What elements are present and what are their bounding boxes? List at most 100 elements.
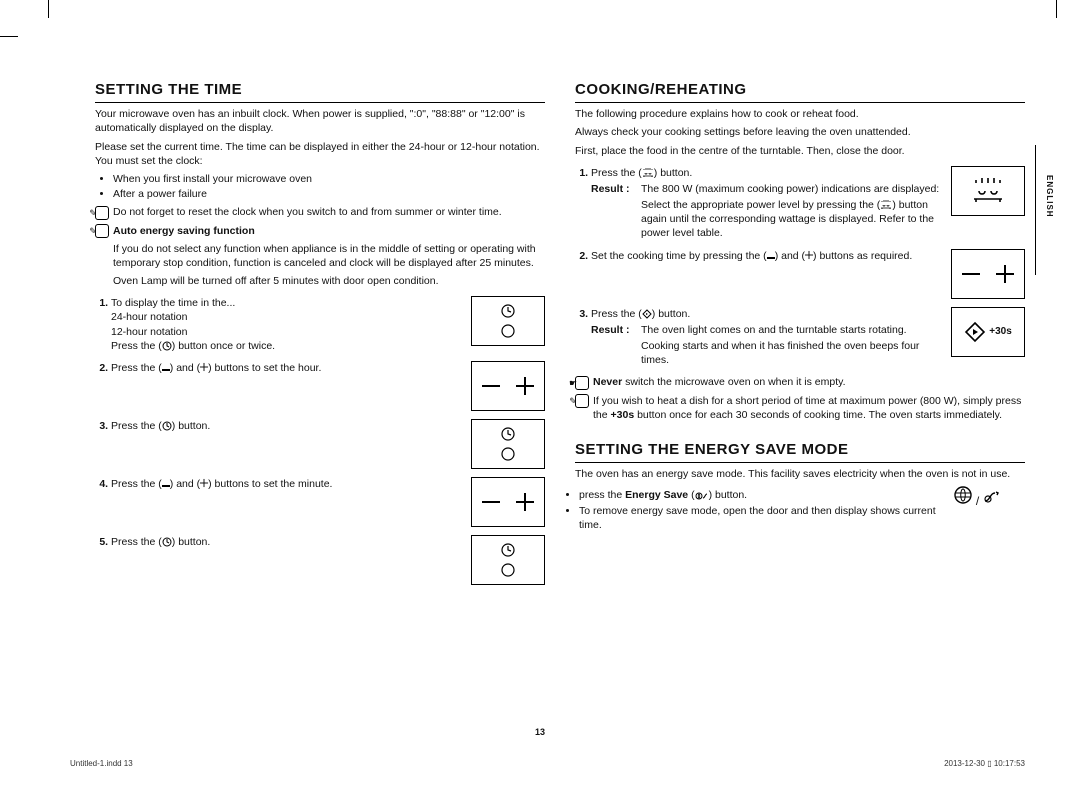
step-item: To display the time in the... 24-hour no…	[111, 294, 545, 353]
minus-icon	[767, 257, 775, 259]
warning-icon: ☛	[575, 376, 589, 390]
plus-icon	[996, 265, 1014, 283]
energy-save-icon	[982, 489, 1004, 505]
intro-text: The following procedure explains how to …	[575, 107, 1025, 121]
note-text: Do not forget to reset the clock when yo…	[113, 206, 502, 218]
minus-icon	[482, 385, 500, 387]
minus-icon	[162, 369, 170, 371]
start-icon	[642, 309, 652, 319]
plus-icon	[200, 363, 208, 371]
auto-body: If you do not select any function when a…	[95, 242, 545, 270]
footer-left: Untitled-1.indd 13	[70, 759, 133, 768]
clock-icon	[162, 537, 172, 547]
cropmark	[1056, 0, 1057, 18]
circle-icon	[500, 446, 516, 462]
button-illustration: +30s	[951, 307, 1025, 357]
cropmark	[48, 0, 49, 18]
right-column: COOKING/REHEATING The following procedur…	[575, 80, 1025, 722]
warning-note: ☛Never switch the microwave oven on when…	[575, 375, 1025, 389]
language-tab: ENGLISH	[1045, 175, 1054, 218]
step-text: Set the cooking time by pressing the () …	[591, 249, 951, 263]
manual-page: ENGLISH SETTING THE TIME Your microwave …	[0, 0, 1080, 792]
result-label: Result :	[591, 323, 641, 337]
list-item: press the Energy Save () button.	[579, 488, 943, 502]
footer: Untitled-1.indd 13 2013-12-30 ▯ 10:17:53	[70, 759, 1025, 768]
microwave-icon	[642, 168, 654, 178]
list-item: To remove energy save mode, open the doo…	[579, 504, 943, 532]
button-illustration	[471, 361, 545, 411]
minus-icon	[962, 273, 980, 275]
note-icon: ✎	[95, 224, 109, 238]
clock-icon	[162, 421, 172, 431]
page-number: 13	[0, 727, 1080, 737]
auto-body: Oven Lamp will be turned off after 5 min…	[95, 274, 545, 288]
step-text: Press the () button.	[111, 535, 471, 549]
intro-text: First, place the food in the centre of t…	[575, 144, 1025, 158]
step-text: To display the time in the... 24-hour no…	[111, 296, 471, 353]
footer-right: 2013-12-30 ▯ 10:17:53	[944, 759, 1025, 768]
result-text: The oven light comes on and the turntabl…	[641, 323, 943, 337]
plus-icon	[200, 479, 208, 487]
step-text: Press the () button. Result : The 800 W …	[591, 166, 951, 241]
result-text: Cooking starts and when it has finished …	[641, 339, 943, 367]
list-item: When you first install your microwave ov…	[113, 172, 545, 186]
result-label: Result :	[591, 182, 641, 196]
auto-title: Auto energy saving function	[113, 225, 255, 237]
slash: /	[976, 494, 979, 508]
eco-icon	[953, 485, 973, 505]
side-rule	[1035, 145, 1036, 275]
step-text: Press the () button. Result : The oven l…	[591, 307, 951, 368]
list-item: After a power failure	[113, 187, 545, 201]
cropmark	[0, 36, 18, 37]
plus-icon	[516, 377, 534, 395]
step-item: Press the () button. Result : The 800 W …	[591, 164, 1025, 241]
step-item: Set the cooking time by pressing the () …	[591, 247, 1025, 299]
button-illustration	[471, 419, 545, 469]
bullet-list: press the Energy Save () button. To remo…	[579, 487, 943, 533]
result-text: The 800 W (maximum cooking power) indica…	[641, 182, 943, 196]
microwave-icon	[970, 177, 1006, 205]
clock-icon	[500, 542, 516, 558]
button-illustration	[951, 166, 1025, 216]
button-illustration	[471, 296, 545, 346]
heading-setting-time: SETTING THE TIME	[95, 80, 545, 103]
step-item: Press the () button.	[111, 417, 545, 469]
note: ✎Do not forget to reset the clock when y…	[95, 205, 545, 219]
circle-icon	[500, 562, 516, 578]
content-area: SETTING THE TIME Your microwave oven has…	[95, 80, 1025, 722]
step-text: Press the () and () buttons to set the m…	[111, 477, 471, 491]
button-illustration	[951, 249, 1025, 299]
circle-icon	[500, 323, 516, 339]
intro-text: Please set the current time. The time ca…	[95, 140, 545, 168]
intro-text: Your microwave oven has an inbuilt clock…	[95, 107, 545, 135]
step-text: Press the () and () buttons to set the h…	[111, 361, 471, 375]
start-icon	[964, 321, 986, 343]
plus30-label: +30s	[989, 325, 1012, 339]
button-illustration	[471, 477, 545, 527]
button-illustration: /	[953, 485, 1025, 529]
step-item: Press the () and () buttons to set the h…	[111, 359, 545, 411]
step-item: Press the () button. Result : The oven l…	[591, 305, 1025, 368]
left-column: SETTING THE TIME Your microwave oven has…	[95, 80, 545, 722]
clock-icon	[500, 426, 516, 442]
minus-icon	[162, 485, 170, 487]
result-text: Select the appropriate power level by pr…	[641, 198, 943, 241]
bullet-list: When you first install your microwave ov…	[113, 172, 545, 201]
energy-save-icon	[695, 491, 709, 501]
clock-icon	[162, 341, 172, 351]
tip-note: ✎If you wish to heat a dish for a short …	[575, 394, 1025, 422]
steps-list: To display the time in the... 24-hour no…	[95, 294, 545, 585]
note: ✎ Auto energy saving function	[95, 224, 545, 238]
button-illustration	[471, 535, 545, 585]
plus-icon	[805, 251, 813, 259]
steps-list: Press the () button. Result : The 800 W …	[575, 164, 1025, 368]
note-icon: ✎	[575, 394, 589, 408]
intro-text: Always check your cooking settings befor…	[575, 125, 1025, 139]
step-item: Press the () button.	[111, 533, 545, 585]
microwave-icon	[880, 200, 892, 210]
plus-icon	[516, 493, 534, 511]
step-item: Press the () and () buttons to set the m…	[111, 475, 545, 527]
heading-energy-save: SETTING THE ENERGY SAVE MODE	[575, 440, 1025, 463]
heading-cooking: COOKING/REHEATING	[575, 80, 1025, 103]
clock-icon	[500, 303, 516, 319]
